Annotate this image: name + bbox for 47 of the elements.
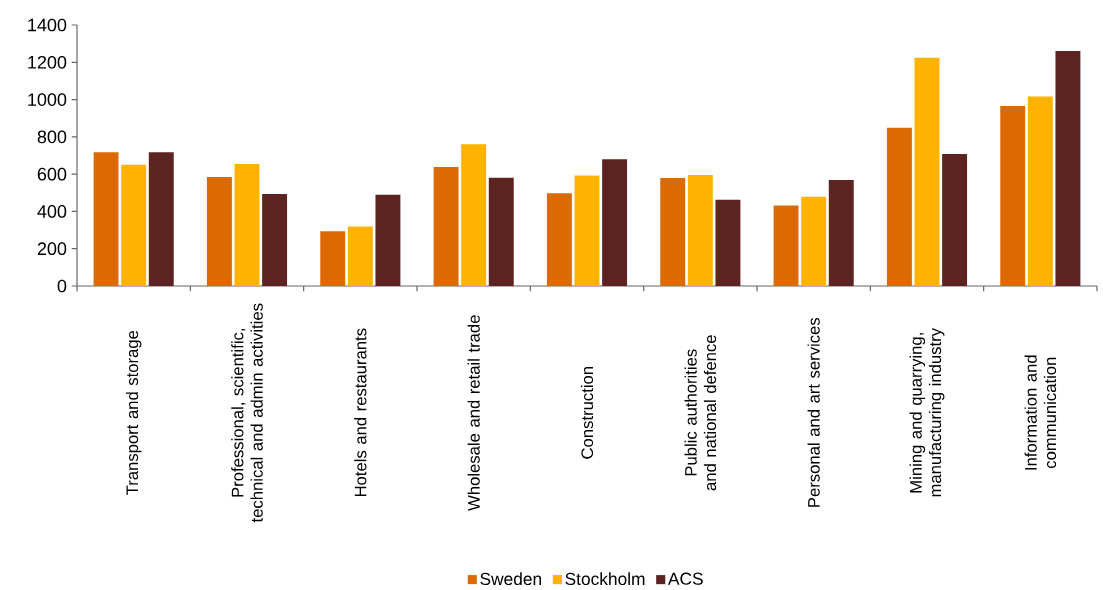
y-tick-label: 1000 [28, 93, 67, 106]
bar [574, 175, 600, 286]
bar [347, 226, 373, 286]
bar [488, 177, 514, 286]
bar [546, 193, 572, 286]
bar [234, 164, 260, 286]
x-tick-label: Construction [580, 367, 594, 459]
bar [121, 164, 147, 286]
y-tick-label: 0 [57, 279, 67, 293]
bar [461, 144, 487, 286]
bar [93, 152, 119, 286]
bar [206, 176, 232, 286]
x-tick-label: Personal and art services [807, 317, 820, 507]
legend-label: Stockholm [565, 572, 645, 586]
x-tick-label: Hotels and restaurants [354, 328, 367, 497]
y-tick-label: 1400 [28, 18, 67, 32]
bar [1027, 96, 1053, 286]
bar [914, 57, 940, 286]
y-tick-label: 400 [37, 205, 67, 218]
bar [828, 180, 854, 286]
bar [602, 159, 628, 286]
y-tick-label: 800 [37, 130, 67, 144]
bar [773, 205, 799, 286]
bar [1000, 106, 1026, 286]
bar [375, 194, 401, 286]
legend-label: ACS [667, 572, 703, 585]
x-tick-label: Transport and storage [125, 330, 142, 495]
bar [320, 231, 346, 286]
bar [687, 175, 713, 286]
bar [433, 167, 459, 286]
y-tick-label: 200 [37, 242, 67, 256]
x-tick-label: Wholesale and retail trade [467, 315, 480, 511]
x-tick-label: Public authorities and national defence [684, 335, 717, 491]
bar [148, 152, 174, 286]
bar [660, 178, 686, 286]
bar [886, 127, 912, 286]
bar [942, 154, 968, 286]
y-tick-label: 600 [37, 167, 67, 181]
bar [801, 196, 827, 286]
x-tick-label: Professional, scientific, technical and admin activities [231, 303, 263, 523]
x-tick-label: Mining and quarrying, manufacturing industry [909, 328, 945, 497]
x-tick-label: Information and communication [1024, 355, 1057, 470]
legend-label: Sweden [480, 572, 542, 586]
y-tick-label: 1200 [28, 55, 67, 69]
bar [262, 193, 288, 286]
bar [715, 199, 741, 286]
bar [1055, 50, 1081, 286]
